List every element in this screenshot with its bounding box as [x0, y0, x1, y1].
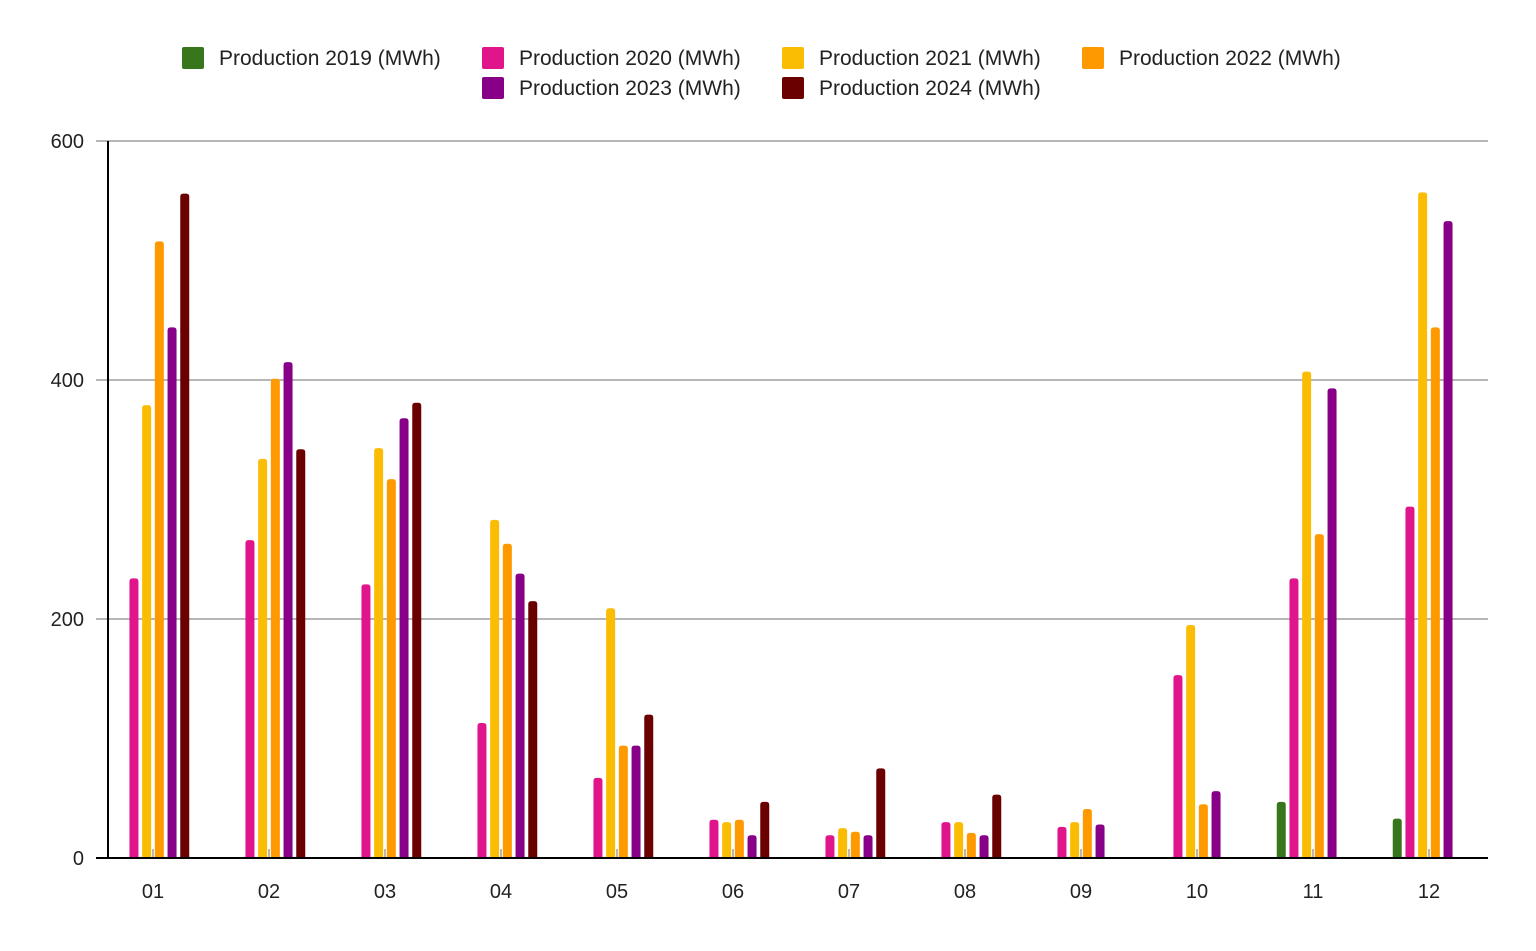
bar-06-series-4 — [747, 835, 757, 858]
x-tick-label-01: 01 — [142, 881, 164, 903]
bar-01-series-2 — [142, 405, 152, 858]
bar-09-series-4 — [1095, 824, 1105, 858]
x-tick-label-10: 10 — [1186, 881, 1208, 903]
bar-10-series-1 — [1173, 675, 1183, 858]
bar-02-series-3 — [270, 378, 280, 858]
bar-06-series-2 — [722, 822, 732, 858]
bar-04-series-3 — [502, 543, 512, 858]
x-tick-label-02: 02 — [258, 881, 280, 903]
bar-06-series-3 — [734, 819, 744, 858]
bars — [129, 192, 1453, 858]
x-tick-label-08: 08 — [954, 881, 976, 903]
legend-label-4: Production 2023 (MWh) — [519, 77, 741, 100]
bar-03-series-2 — [374, 448, 384, 858]
bar-12-series-0 — [1392, 818, 1402, 858]
bar-10-series-4 — [1211, 791, 1221, 858]
y-tick-label-400: 400 — [51, 370, 84, 392]
legend-swatch-2 — [782, 47, 804, 69]
bar-07-series-3 — [850, 831, 860, 858]
x-tick-label-05: 05 — [606, 881, 628, 903]
bar-02-series-1 — [245, 540, 255, 858]
bar-01-series-5 — [180, 193, 190, 858]
bar-05-series-5 — [644, 714, 654, 858]
bar-08-series-5 — [992, 794, 1002, 858]
x-tick-label-03: 03 — [374, 881, 396, 903]
bar-06-series-5 — [760, 801, 770, 858]
bar-04-series-1 — [477, 722, 487, 858]
x-tick-label-06: 06 — [722, 881, 744, 903]
bar-12-series-2 — [1418, 192, 1428, 858]
bar-08-series-2 — [954, 822, 964, 858]
bar-08-series-3 — [966, 832, 976, 858]
legend-swatch-5 — [782, 77, 804, 99]
bar-06-series-1 — [709, 819, 719, 858]
bar-10-series-2 — [1186, 624, 1196, 858]
bar-12-series-1 — [1405, 506, 1415, 858]
y-tick-label-0: 0 — [73, 848, 84, 870]
bar-09-series-1 — [1057, 826, 1067, 858]
bar-09-series-2 — [1070, 822, 1080, 858]
legend-label-2: Production 2021 (MWh) — [819, 47, 1041, 70]
legend-swatch-3 — [1082, 47, 1104, 69]
legend-swatch-1 — [482, 47, 504, 69]
legend-label-0: Production 2019 (MWh) — [219, 47, 441, 70]
bar-12-series-3 — [1430, 327, 1440, 858]
bar-07-series-1 — [825, 835, 835, 858]
y-tick-label-600: 600 — [51, 131, 84, 153]
bar-09-series-3 — [1082, 809, 1092, 858]
bar-05-series-2 — [606, 608, 616, 858]
bar-03-series-5 — [412, 402, 422, 858]
bar-02-series-5 — [296, 449, 306, 858]
bar-04-series-2 — [490, 519, 500, 858]
bar-08-series-1 — [941, 822, 951, 858]
bar-03-series-4 — [399, 418, 409, 858]
bar-04-series-5 — [528, 601, 538, 858]
bar-02-series-4 — [283, 362, 293, 858]
bar-05-series-3 — [618, 745, 628, 858]
grid-lines — [96, 140, 1488, 620]
legend-swatch-4 — [482, 77, 504, 99]
y-tick-label-200: 200 — [51, 609, 84, 631]
bar-07-series-5 — [876, 768, 886, 858]
bar-11-series-1 — [1289, 578, 1299, 858]
bar-11-series-2 — [1302, 371, 1312, 858]
bar-08-series-4 — [979, 835, 989, 858]
bar-05-series-4 — [631, 745, 641, 858]
x-tick-label-07: 07 — [838, 881, 860, 903]
bar-11-series-4 — [1327, 388, 1337, 858]
x-tick-label-04: 04 — [490, 881, 512, 903]
bar-11-series-3 — [1314, 534, 1324, 858]
bar-10-series-3 — [1198, 804, 1208, 858]
bar-05-series-1 — [593, 777, 603, 858]
axes: 0 200 400 600 01 02 03 04 05 06 07 08 09 10 11 12 — [51, 131, 1488, 903]
x-tick-label-09: 09 — [1070, 881, 1092, 903]
x-tick-label-12: 12 — [1418, 881, 1440, 903]
legend: Production 2019 (MWh) Production 2020 (MW… — [182, 47, 1341, 100]
bar-03-series-1 — [361, 584, 371, 858]
bar-07-series-4 — [863, 835, 873, 858]
bar-11-series-0 — [1276, 801, 1286, 858]
legend-label-1: Production 2020 (MWh) — [519, 47, 741, 70]
bar-01-series-4 — [167, 327, 177, 858]
bar-04-series-4 — [515, 573, 525, 858]
bar-02-series-2 — [258, 458, 268, 858]
bar-12-series-4 — [1443, 221, 1453, 858]
bar-01-series-1 — [129, 578, 139, 858]
legend-label-3: Production 2022 (MWh) — [1119, 47, 1341, 70]
legend-swatch-0 — [182, 47, 204, 69]
bar-07-series-2 — [838, 828, 848, 858]
bar-03-series-3 — [386, 479, 396, 858]
bar-01-series-3 — [154, 241, 164, 858]
x-tick-label-11: 11 — [1303, 881, 1324, 903]
legend-label-5: Production 2024 (MWh) — [819, 77, 1041, 100]
